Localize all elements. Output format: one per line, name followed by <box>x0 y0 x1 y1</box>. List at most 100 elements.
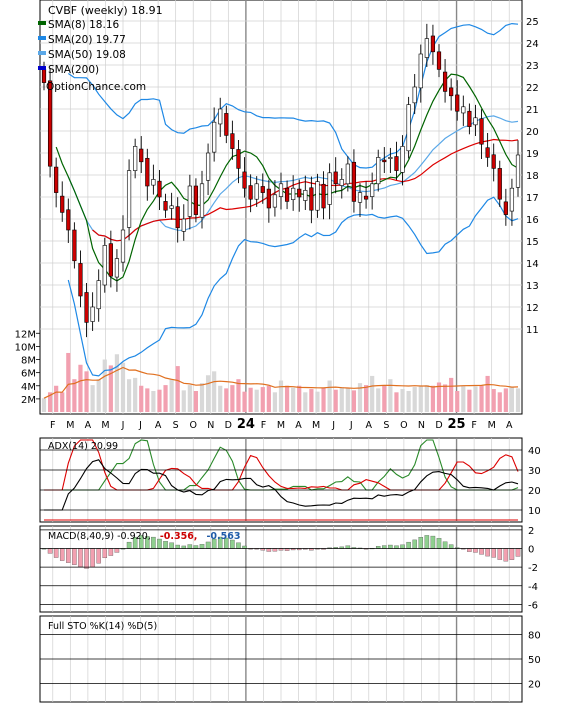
macd-histogram-bar <box>345 545 351 549</box>
volume-tick-label: 2M <box>21 395 36 406</box>
price-candle <box>424 38 429 58</box>
price-candle <box>406 104 411 152</box>
volume-bar <box>309 389 314 412</box>
volume-bar <box>376 388 381 412</box>
price-candle <box>473 117 478 126</box>
volume-bar <box>254 389 259 412</box>
price-candle <box>212 121 217 153</box>
price-candle <box>315 181 320 211</box>
price-tick-label: 12 <box>526 303 539 314</box>
volume-bar <box>406 391 411 412</box>
volume-bar <box>363 385 369 412</box>
month-label: M <box>101 420 109 431</box>
price-tick-label: 17 <box>526 193 539 204</box>
month-label: A <box>506 420 513 431</box>
volume-bar <box>449 377 454 412</box>
month-label: D <box>435 420 442 431</box>
volume-bar <box>473 386 478 412</box>
volume-bar <box>66 352 71 412</box>
volume-bar <box>479 385 484 412</box>
price-candle <box>388 157 393 159</box>
price-candle <box>199 183 205 218</box>
volume-bar <box>297 385 302 412</box>
panel-tick-label: -4 <box>528 582 538 593</box>
volume-bar <box>400 389 405 412</box>
macd-histogram-bar <box>503 548 509 562</box>
price-candle <box>436 51 442 70</box>
price-candle <box>187 185 192 217</box>
price-candle <box>157 180 162 198</box>
month-label: N <box>207 420 214 431</box>
month-label: J <box>331 420 335 431</box>
volume-bar <box>509 387 515 412</box>
price-candle <box>479 118 484 145</box>
adx-y-axis-labels: 10 20 30 40 <box>40 446 541 517</box>
price-candle <box>461 106 466 114</box>
macd-histogram-bar <box>126 541 132 549</box>
macd-histogram-bar <box>199 544 205 549</box>
macd-histogram-bar <box>90 548 95 568</box>
price-candle <box>351 161 357 202</box>
macd-histogram-bar <box>436 538 442 549</box>
legend-swatch <box>38 21 46 25</box>
panel-tick-label: -6 <box>528 600 538 611</box>
bollinger-upper-line <box>67 22 519 169</box>
price-candle <box>242 171 247 189</box>
volume-bar <box>272 392 278 412</box>
price-candle <box>84 292 89 323</box>
volume-bar <box>114 354 120 412</box>
macd-histogram-bar <box>169 542 174 549</box>
volume-bar <box>145 388 150 412</box>
macd-histogram-bar <box>382 545 387 549</box>
panel-tick-label: 0 <box>528 545 534 556</box>
macd-histogram-bar <box>163 541 168 549</box>
volume-bar <box>351 390 357 412</box>
volume-tick-label: 8M <box>21 356 36 367</box>
macd-signal-value: -0.356, <box>160 531 198 542</box>
chart-title: CVBF (weekly) 18.91 <box>48 4 163 17</box>
panel-tick-label: 30 <box>528 466 541 477</box>
volume-bar <box>370 375 375 412</box>
volume-bar <box>260 387 265 412</box>
macd-histogram-bar <box>479 548 484 555</box>
month-label: O <box>189 420 196 431</box>
price-candle <box>66 209 71 231</box>
price-candle <box>297 188 302 198</box>
price-candle <box>449 87 454 97</box>
volume-bar <box>212 371 217 412</box>
price-candle <box>278 183 284 197</box>
volume-bar <box>54 385 59 412</box>
price-candle <box>491 154 496 169</box>
price-tick-label: 20 <box>526 127 539 138</box>
volume-bar <box>485 375 490 412</box>
volume-bar <box>60 392 65 412</box>
volume-bar <box>461 385 466 412</box>
macd-histogram-bar <box>53 548 59 558</box>
month-label: F <box>471 420 476 431</box>
volume-bar <box>224 388 229 412</box>
month-label: 25 <box>448 417 466 432</box>
volume-bar <box>102 359 107 412</box>
volume-bar <box>424 385 429 412</box>
month-label: J <box>121 420 125 431</box>
volume-bar <box>205 375 211 412</box>
volume-bar <box>175 366 180 412</box>
legend-swatch <box>38 66 46 70</box>
macd-histogram-bar <box>412 539 417 549</box>
macd-histogram-value: -0.563 <box>206 531 240 542</box>
volume-bar <box>442 384 448 412</box>
price-candle <box>442 71 448 92</box>
adx-line <box>44 459 519 511</box>
price-candle <box>412 86 417 104</box>
macd-histogram-bar <box>266 548 272 552</box>
price-candle <box>236 149 241 169</box>
price-candle <box>90 306 95 322</box>
volume-bar <box>218 385 223 412</box>
volume-bar <box>163 385 168 412</box>
price-candle <box>47 80 53 167</box>
panel-tick-label: 50 <box>528 655 541 666</box>
price-candle <box>120 229 126 263</box>
macd-histogram-bar <box>108 548 114 556</box>
sto-title: Full STO %K(14) %D(5) <box>48 621 157 632</box>
price-candle <box>382 159 387 163</box>
